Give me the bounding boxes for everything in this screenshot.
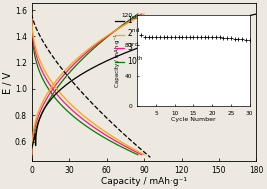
Y-axis label: E / V: E / V — [3, 71, 13, 94]
Legend: 1$^{\rm st}$, 2$^{\rm nd}$, 3$^{\rm rd}$, 10$^{\rm th}$: 1$^{\rm st}$, 2$^{\rm nd}$, 3$^{\rm rd}$… — [112, 10, 146, 70]
X-axis label: Capacity / mAh·g⁻¹: Capacity / mAh·g⁻¹ — [101, 177, 187, 186]
